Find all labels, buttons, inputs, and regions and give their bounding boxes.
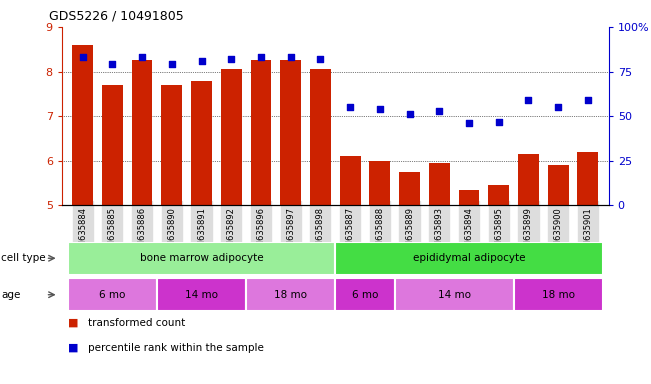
Point	[345, 104, 355, 110]
Text: 14 mo: 14 mo	[437, 290, 471, 300]
Bar	[191, 81, 212, 205]
Bar	[221, 69, 242, 205]
Bar	[68, 278, 157, 311]
Point	[107, 61, 118, 68]
Text: 6 mo: 6 mo	[352, 290, 378, 300]
Bar	[488, 185, 509, 205]
Bar	[547, 165, 568, 205]
Text: epididymal adipocyte: epididymal adipocyte	[413, 253, 525, 263]
Text: bone marrow adipocyte: bone marrow adipocyte	[140, 253, 264, 263]
Point	[77, 54, 88, 60]
Bar	[399, 172, 420, 205]
Text: cell type: cell type	[1, 253, 46, 263]
Point	[226, 56, 236, 62]
Point	[197, 58, 207, 64]
Point	[553, 104, 563, 110]
Bar	[161, 85, 182, 205]
Bar	[68, 242, 335, 275]
Bar	[577, 152, 598, 205]
Point	[256, 54, 266, 60]
Text: ■: ■	[68, 318, 79, 328]
Point	[523, 97, 534, 103]
Point	[286, 54, 296, 60]
Bar	[458, 190, 479, 205]
Text: transformed count: transformed count	[88, 318, 185, 328]
Bar	[370, 161, 390, 205]
Point	[434, 108, 445, 114]
Text: 18 mo: 18 mo	[274, 290, 307, 300]
Bar	[335, 242, 603, 275]
Text: 6 mo: 6 mo	[99, 290, 126, 300]
Bar	[102, 85, 123, 205]
Text: 14 mo: 14 mo	[185, 290, 218, 300]
Bar	[340, 156, 361, 205]
Point	[404, 111, 415, 118]
Text: GDS5226 / 10491805: GDS5226 / 10491805	[49, 10, 184, 23]
Bar	[72, 45, 93, 205]
Point	[374, 106, 385, 112]
Bar	[335, 278, 395, 311]
Bar	[310, 69, 331, 205]
Point	[583, 97, 593, 103]
Bar	[429, 163, 450, 205]
Bar	[518, 154, 539, 205]
Bar	[395, 278, 514, 311]
Text: age: age	[1, 290, 21, 300]
Point	[167, 61, 177, 68]
Bar	[157, 278, 246, 311]
Bar	[251, 60, 271, 205]
Point	[464, 120, 474, 126]
Point	[315, 56, 326, 62]
Bar	[246, 278, 335, 311]
Text: 18 mo: 18 mo	[542, 290, 575, 300]
Text: ■: ■	[68, 343, 79, 353]
Point	[137, 54, 147, 60]
Bar	[281, 60, 301, 205]
Point	[493, 118, 504, 124]
Bar	[132, 60, 152, 205]
Text: percentile rank within the sample: percentile rank within the sample	[88, 343, 264, 353]
Bar	[514, 278, 603, 311]
